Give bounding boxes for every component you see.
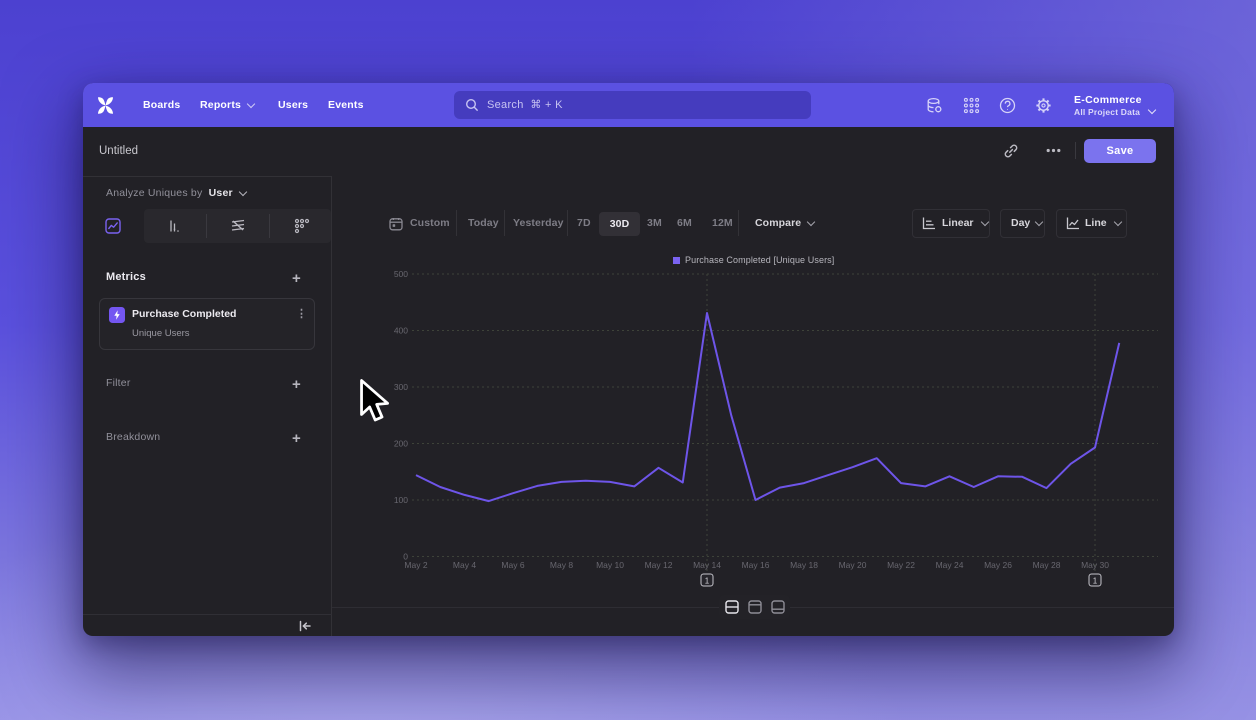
svg-text:0: 0 <box>403 552 408 562</box>
svg-text:May 22: May 22 <box>887 560 915 570</box>
svg-text:1: 1 <box>705 577 710 586</box>
svg-text:May 16: May 16 <box>742 560 770 570</box>
svg-text:May 20: May 20 <box>839 560 867 570</box>
svg-text:May 24: May 24 <box>936 560 964 570</box>
svg-text:May 30: May 30 <box>1081 560 1109 570</box>
svg-text:May 8: May 8 <box>550 560 573 570</box>
svg-text:May 2: May 2 <box>404 560 427 570</box>
svg-text:400: 400 <box>394 326 408 336</box>
svg-text:300: 300 <box>394 382 408 392</box>
svg-text:1: 1 <box>1093 577 1098 586</box>
svg-text:May 28: May 28 <box>1033 560 1061 570</box>
svg-text:May 18: May 18 <box>790 560 818 570</box>
svg-text:May 6: May 6 <box>501 560 524 570</box>
svg-text:May 14: May 14 <box>693 560 721 570</box>
svg-text:May 4: May 4 <box>453 560 476 570</box>
svg-text:May 12: May 12 <box>645 560 673 570</box>
svg-text:May 26: May 26 <box>984 560 1012 570</box>
svg-text:500: 500 <box>394 269 408 279</box>
svg-text:May 10: May 10 <box>596 560 624 570</box>
svg-text:200: 200 <box>394 439 408 449</box>
svg-text:100: 100 <box>394 495 408 505</box>
